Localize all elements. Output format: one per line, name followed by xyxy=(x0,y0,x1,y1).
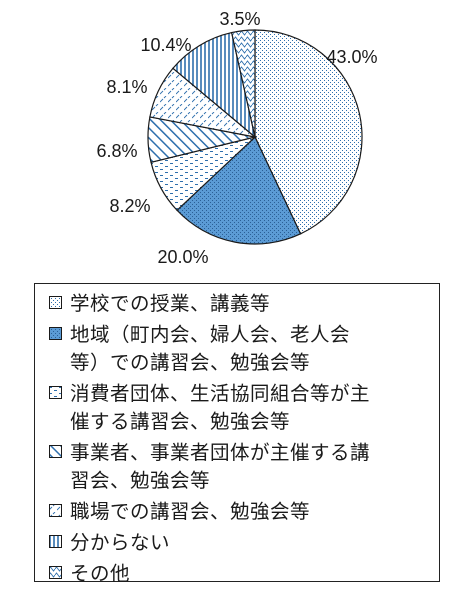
pie-value-labels: 43.0% 20.0% 8.2% 6.8% 8.1% 10.4% 3.5% xyxy=(96,9,377,267)
legend-label-line: 職場での講習会、勉強会等 xyxy=(70,500,311,523)
legend-item-7: その他 xyxy=(49,560,429,588)
pie-value-label-2: 20.0% xyxy=(157,247,208,267)
legend-label-line: 事業者、事業者団体が主催する講 xyxy=(70,441,371,464)
pie-slice-6 xyxy=(172,31,256,139)
pie-value-label-3: 8.2% xyxy=(109,196,150,216)
legend-label-2: 地域（町内会、婦人会、老人会 等）での講習会、勉強会等 xyxy=(70,321,350,377)
pie-slice-1 xyxy=(254,29,363,235)
legend-item-1: 学校での授業、講義等 xyxy=(49,290,429,318)
legend-item-4: 事業者、事業者団体が主催する講 習会、勉強会等 xyxy=(49,439,429,495)
legend-label-4: 事業者、事業者団体が主催する講 習会、勉強会等 xyxy=(70,439,370,495)
legend-swatch-7 xyxy=(49,566,62,579)
legend: 学校での授業、講義等 地域（町内会、婦人会、老人会 等）での講習会、勉強会等 消費者団… xyxy=(34,283,440,585)
legend-swatch-3 xyxy=(49,386,62,399)
legend-swatch-6 xyxy=(49,535,62,548)
pie-slice-2 xyxy=(176,135,302,245)
pie-value-label-6: 10.4% xyxy=(140,35,191,55)
legend-swatch-5 xyxy=(49,504,62,517)
legend-swatch-1 xyxy=(49,296,62,309)
legend-label-line: 分からない xyxy=(70,531,171,554)
legend-item-3: 消費者団体、生活協同組合等が主 催する講習会、勉強会等 xyxy=(49,380,429,436)
legend-label-6: 分からない xyxy=(70,529,170,557)
legend-label-line: 習会、勉強会等 xyxy=(70,469,211,492)
legend-label-7: その他 xyxy=(70,560,130,588)
legend-label-1: 学校での授業、講義等 xyxy=(70,290,270,318)
pie-value-label-7: 3.5% xyxy=(219,9,260,29)
legend-label-3: 消費者団体、生活協同組合等が主 催する講習会、勉強会等 xyxy=(70,380,370,436)
legend-swatch-4 xyxy=(49,445,62,458)
legend-item-5: 職場での講習会、勉強会等 xyxy=(49,498,429,526)
legend-swatch-2 xyxy=(49,327,62,340)
legend-label-line: 催する講習会、勉強会等 xyxy=(70,410,291,433)
pie-value-label-1: 43.0% xyxy=(326,47,377,67)
legend-label-5: 職場での講習会、勉強会等 xyxy=(70,498,310,526)
legend-label-line: 地域（町内会、婦人会、老人会 xyxy=(70,323,351,346)
pie-slice-7 xyxy=(230,29,256,138)
pie-value-label-5: 8.1% xyxy=(106,77,147,97)
legend-item-6: 分からない xyxy=(49,529,429,557)
legend-label-line: 消費者団体、生活協同組合等が主 xyxy=(70,382,371,405)
legend-label-line: その他 xyxy=(70,562,131,585)
pie-value-label-4: 6.8% xyxy=(96,141,137,161)
legend-label-line: 学校での授業、講義等 xyxy=(70,292,271,315)
pie-slices xyxy=(147,29,363,245)
legend-label-line: 等）での講習会、勉強会等 xyxy=(70,351,311,374)
legend-item-2: 地域（町内会、婦人会、老人会 等）での講習会、勉強会等 xyxy=(49,321,429,377)
